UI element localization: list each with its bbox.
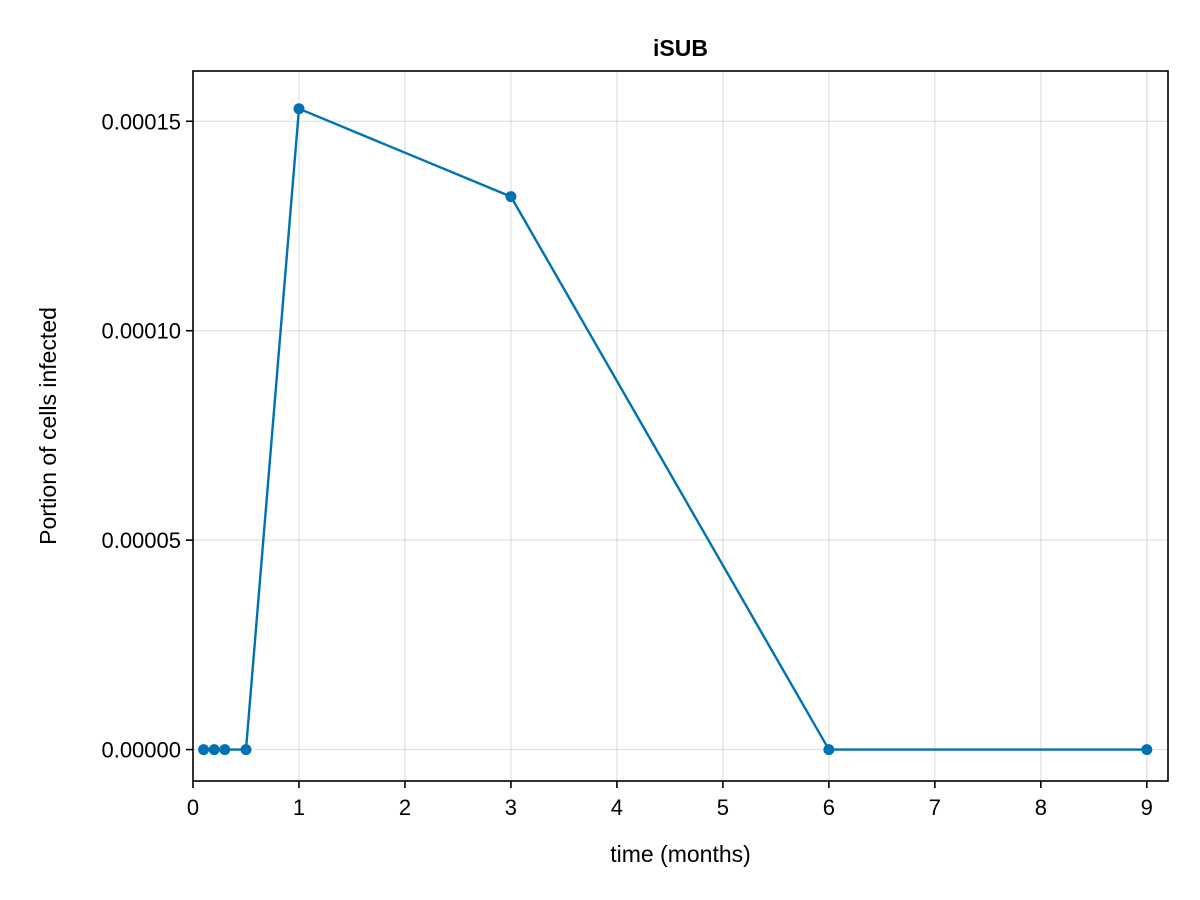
y-tick-label: 0.00000 xyxy=(101,738,181,763)
x-tick-label: 2 xyxy=(399,795,411,820)
data-point xyxy=(208,744,220,756)
y-tick-label: 0.00005 xyxy=(101,528,181,553)
data-point xyxy=(823,744,835,756)
data-point xyxy=(219,744,231,756)
data-point xyxy=(240,744,252,756)
data-point xyxy=(505,191,517,203)
x-tick-label: 4 xyxy=(611,795,623,820)
series-layer xyxy=(198,103,1153,756)
x-tick-label: 1 xyxy=(293,795,305,820)
x-tick-label: 9 xyxy=(1141,795,1153,820)
y-axis-ticks: 0.00000 0.00005 0.00010 0.00015 xyxy=(101,109,193,763)
x-tick-label: 0 xyxy=(187,795,199,820)
data-point xyxy=(198,744,210,756)
x-tick-label: 8 xyxy=(1035,795,1047,820)
x-tick-label: 6 xyxy=(823,795,835,820)
y-tick-label: 0.00015 xyxy=(101,109,181,134)
grid-lines xyxy=(192,71,1168,781)
chart-title: iSUB xyxy=(653,35,708,61)
y-axis-label: Portion of cells infected xyxy=(35,307,61,545)
x-axis-ticks: 0 1 2 3 4 5 6 7 8 9 xyxy=(187,781,1153,820)
series-line xyxy=(203,107,1147,751)
x-tick-label: 3 xyxy=(505,795,517,820)
data-point xyxy=(293,103,305,115)
x-axis-label: time (months) xyxy=(610,841,751,867)
plot-frame xyxy=(192,70,1169,782)
data-point xyxy=(1141,744,1153,756)
y-tick-label: 0.00010 xyxy=(101,319,181,344)
x-tick-label: 5 xyxy=(717,795,729,820)
x-tick-label: 7 xyxy=(929,795,941,820)
